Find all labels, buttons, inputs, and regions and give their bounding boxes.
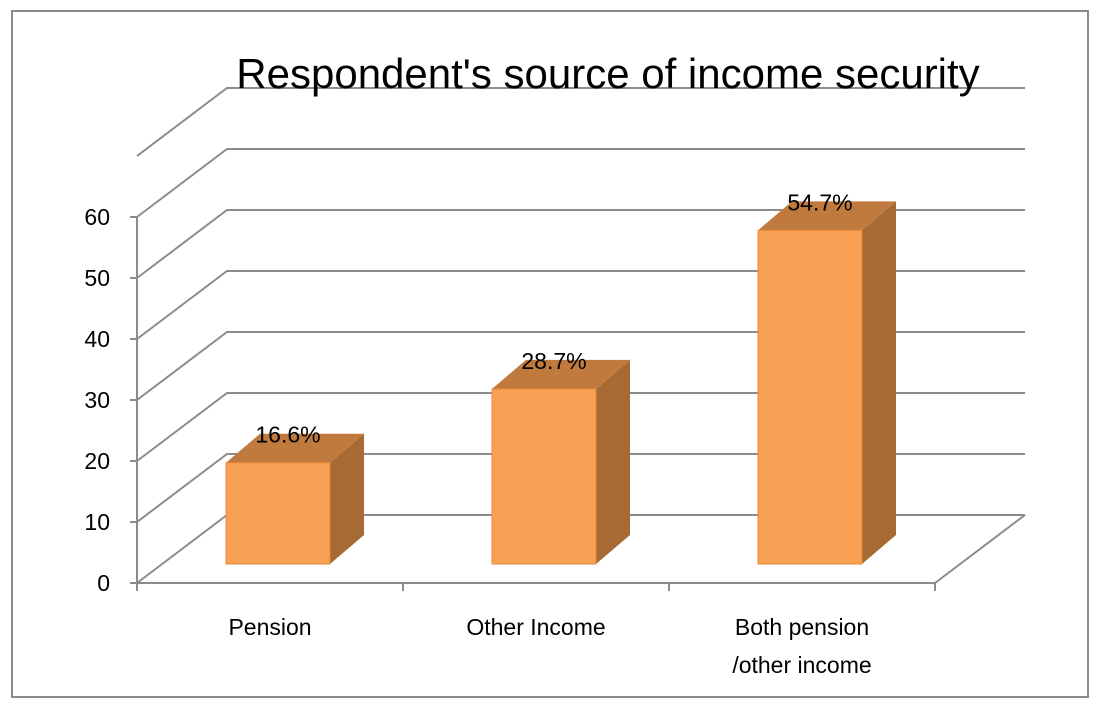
bar-side [330,433,364,564]
gridline [136,209,1025,279]
bar [491,359,630,565]
bar-top [758,201,896,231]
bar-side [862,201,896,564]
data-label: 54.7% [787,189,852,215]
data-label: 28.7% [521,348,586,374]
gridline [136,148,1025,218]
bar-top [226,433,364,463]
labels: 0 10 20 30 40 50 60 16.6% Pension 28.7% Other Inco… [84,189,871,678]
x-category-label: Other Income [466,614,605,640]
bar [225,433,364,565]
y-tick-label: 60 [84,204,110,230]
axes [130,216,936,591]
bar-front [491,388,597,565]
y-tick-label: 40 [84,326,110,352]
data-label: 16.6% [255,422,320,448]
x-category-label: Both pension [735,614,869,640]
y-tick-label: 10 [84,509,110,535]
y-tick-label: 0 [97,570,110,596]
bar-front [757,229,863,565]
bars [225,201,896,565]
y-tick-label: 20 [84,448,110,474]
gridline [136,87,1025,157]
y-tick-label: 50 [84,265,110,291]
floor-edge [934,514,1026,584]
bar-top [492,359,630,389]
bar [757,201,896,565]
bar-side [596,359,630,564]
bar-front [225,462,331,565]
chart-title: Respondent's source of income security [236,50,979,97]
x-category-label: Pension [228,614,311,640]
x-category-label: /other income [732,652,871,678]
y-tick-label: 30 [84,387,110,413]
